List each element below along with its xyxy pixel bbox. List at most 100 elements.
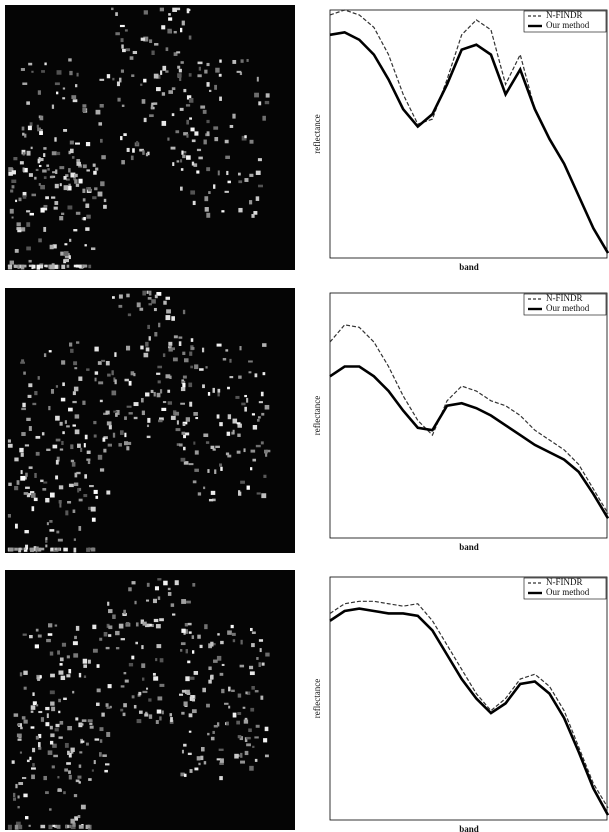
map-speckle: [243, 719, 249, 724]
map-speckle: [65, 824, 68, 829]
map-speckle: [126, 405, 132, 408]
map-speckle: [251, 413, 256, 416]
map-speckle: [181, 711, 185, 715]
map-speckle: [94, 371, 99, 375]
map-speckle: [37, 158, 40, 164]
map-speckle: [45, 264, 48, 268]
map-speckle: [200, 105, 206, 109]
map-speckle: [227, 630, 232, 635]
map-speckle: [217, 392, 220, 397]
map-speckle: [158, 417, 164, 421]
map-speckle: [186, 119, 189, 125]
map-speckle: [15, 821, 21, 826]
map-speckle: [74, 816, 79, 821]
map-speckle: [170, 146, 176, 150]
map-speckle: [190, 338, 194, 342]
map-speckle: [141, 645, 144, 650]
map-speckle: [60, 251, 64, 256]
map-speckle: [188, 463, 194, 466]
map-speckle: [20, 726, 23, 730]
map-speckle: [35, 628, 39, 632]
map-speckle: [67, 501, 72, 504]
map-speckle: [68, 58, 72, 62]
map-speckle: [50, 389, 55, 394]
map-speckle: [143, 78, 147, 83]
legend-label: Our method: [546, 20, 590, 30]
map-speckle: [263, 474, 267, 478]
map-speckle: [15, 783, 18, 789]
map-speckle: [212, 387, 215, 393]
map-speckle: [90, 247, 96, 251]
map-speckle: [72, 509, 76, 513]
map-speckle: [208, 191, 211, 195]
map-speckle: [87, 659, 91, 664]
map-speckle: [168, 341, 173, 346]
map-speckle: [161, 710, 164, 715]
map-speckle: [141, 663, 146, 668]
map-speckle: [19, 751, 23, 754]
map-speckle: [14, 485, 19, 491]
map-speckle: [218, 748, 224, 751]
map-speckle: [237, 693, 242, 698]
map-speckle: [230, 624, 234, 629]
map-speckle: [58, 698, 61, 703]
map-speckle: [26, 210, 31, 213]
map-speckle: [25, 486, 30, 489]
map-speckle: [78, 526, 82, 531]
map-speckle: [75, 183, 80, 187]
map-speckle: [83, 494, 88, 498]
map-speckle: [229, 376, 234, 379]
map-speckle: [192, 480, 197, 484]
map-speckle: [62, 382, 65, 387]
map-speckle: [99, 727, 104, 732]
map-speckle: [175, 428, 181, 432]
map-speckle: [155, 658, 158, 662]
map-speckle: [225, 452, 230, 456]
map-speckle: [213, 659, 218, 663]
map-speckle: [124, 416, 127, 420]
map-speckle: [83, 216, 86, 221]
map-speckle: [59, 448, 64, 451]
map-speckle: [54, 624, 58, 627]
map-speckle: [99, 468, 105, 472]
map-speckle: [136, 302, 141, 308]
map-speckle: [74, 472, 78, 478]
map-speckle: [134, 600, 137, 605]
map-speckle: [37, 376, 40, 380]
map-speckle: [140, 345, 144, 350]
map-speckle: [234, 753, 239, 759]
map-speckle: [46, 638, 51, 643]
map-speckle: [21, 149, 26, 155]
map-speckle: [198, 156, 203, 160]
map-speckle: [46, 522, 49, 526]
map-speckle: [25, 816, 29, 820]
map-speckle: [84, 434, 88, 440]
map-speckle: [53, 754, 58, 758]
map-speckle: [93, 489, 98, 494]
map-speckle: [29, 212, 34, 216]
map-speckle: [58, 736, 63, 739]
map-speckle: [260, 391, 264, 397]
map-speckle: [68, 150, 71, 155]
map-speckle: [255, 724, 260, 728]
map-speckle: [37, 676, 41, 681]
map-speckle: [68, 770, 71, 774]
map-speckle: [226, 721, 229, 726]
map-speckle: [120, 136, 123, 141]
map-speckle: [52, 171, 56, 174]
map-speckle: [41, 432, 45, 436]
map-speckle: [151, 299, 156, 304]
map-speckle: [181, 431, 186, 435]
map-speckle: [17, 264, 20, 269]
map-speckle: [22, 402, 26, 408]
map-speckle: [229, 124, 234, 128]
map-speckle: [8, 482, 12, 486]
map-speckle: [84, 474, 88, 479]
map-speckle: [184, 773, 187, 777]
map-speckle: [148, 303, 152, 306]
map-speckle: [260, 441, 264, 445]
map-speckle: [156, 291, 162, 296]
series-line: [329, 365, 609, 520]
map-speckle: [45, 537, 48, 541]
map-speckle: [172, 357, 178, 362]
